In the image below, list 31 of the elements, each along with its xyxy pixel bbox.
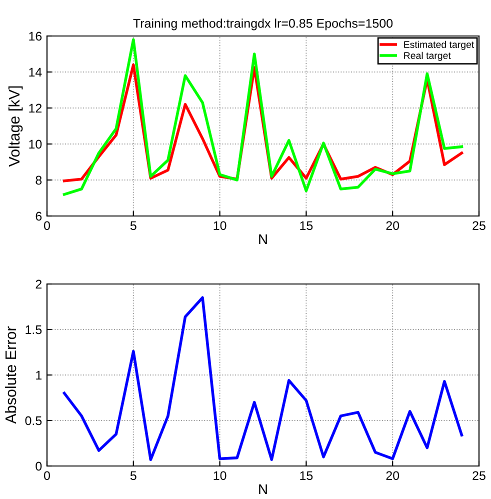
y-tick-label: 10 [29, 140, 42, 149]
x-tick-label: 10 [214, 471, 226, 480]
legend-label: Estimated target [404, 40, 474, 50]
y-axis-title: Absolute Error [4, 326, 16, 424]
y-tick-label: 16 [29, 32, 42, 41]
x-tick-label: 25 [472, 221, 486, 230]
chart-title: Training method:traingdx lr=0.85 Epochs=1500 [133, 18, 393, 30]
x-tick-label: 25 [472, 471, 486, 480]
y-tick-label: 1.5 [26, 325, 42, 334]
y-tick-label: 8 [36, 176, 42, 185]
x-tick-label: 15 [300, 471, 313, 480]
x-tick-label: 15 [300, 221, 313, 230]
y-tick-label: 12 [29, 104, 42, 113]
x-axis-title: N [259, 484, 267, 494]
x-tick-label: 0 [44, 471, 50, 480]
x-tick-label: 5 [130, 471, 136, 480]
x-axis-title: N [259, 234, 267, 244]
x-tick-label: 5 [130, 221, 136, 230]
y-tick-label: 14 [29, 68, 42, 77]
legend-label: Real target [404, 52, 451, 61]
x-tick-label: 0 [44, 221, 50, 230]
y-tick-label: 0.5 [25, 416, 42, 426]
y-axis-title: Voltage [kV] [8, 86, 23, 167]
x-tick-label: 10 [214, 221, 226, 230]
x-tick-label: 20 [386, 221, 400, 230]
line-series [62, 296, 464, 462]
y-tick-label: 2 [36, 280, 42, 289]
y-tick-label: 0 [36, 462, 42, 471]
y-tick-label: 1 [36, 370, 42, 380]
y-tick-label: 6 [36, 212, 42, 221]
x-tick-label: 20 [386, 471, 400, 480]
